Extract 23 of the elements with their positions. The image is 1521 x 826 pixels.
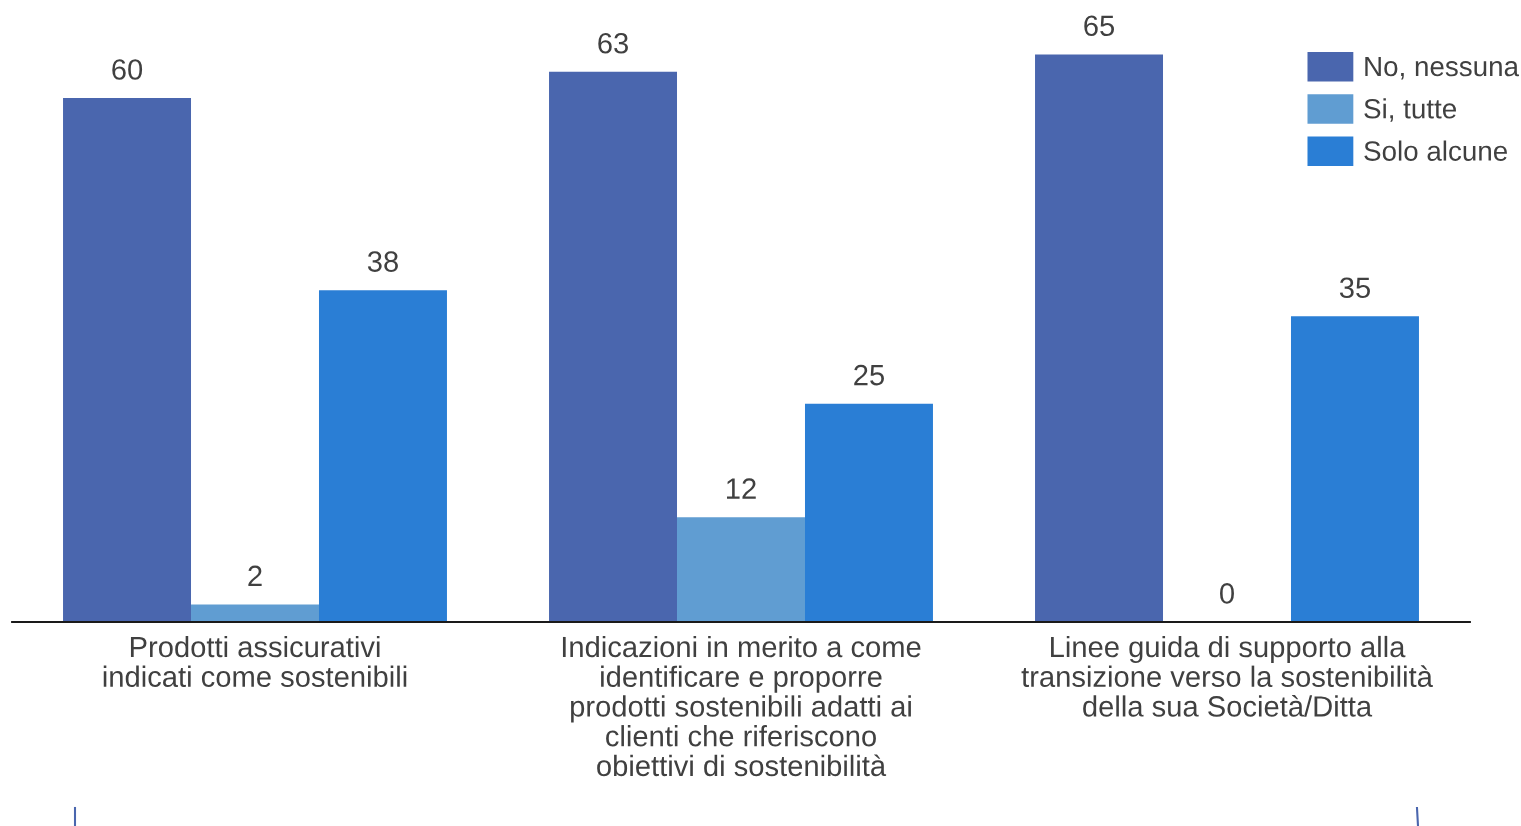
data-label: 65 [1084,15,1115,37]
x-tick-label: Indicazioni in merito a come identificare e proporre prodotti sostenibili adatti ai clienti che riferiscono obiettivi di sostenibilità [562,635,921,777]
legend-label: No, nessuna [1365,56,1520,80]
bar [1035,54,1164,622]
bar [677,517,805,622]
bar [318,290,447,622]
bar [804,403,933,622]
legend-label: Si, tutte [1364,98,1456,122]
data-label: 2 [248,565,262,586]
data-label: 60 [112,59,143,80]
bar [1290,316,1419,622]
bar [549,71,678,622]
data-label: 35 [1339,277,1370,299]
data-label: 63 [598,32,628,54]
data-label: 12 [727,478,756,499]
legend-label: Solo alcune [1364,140,1507,161]
data-label: 0 [1220,583,1234,604]
x-tick-label: Prodotti assicurativi indicati come sostenibili [103,635,407,688]
bar [191,604,319,622]
data-label: 25 [854,364,884,386]
data-label: 38 [367,251,398,272]
x-tick-label: Linee guida di supporto alla transizione verso la sostenibilità della sua Società/Ditta [1021,635,1433,717]
bar [63,98,192,622]
